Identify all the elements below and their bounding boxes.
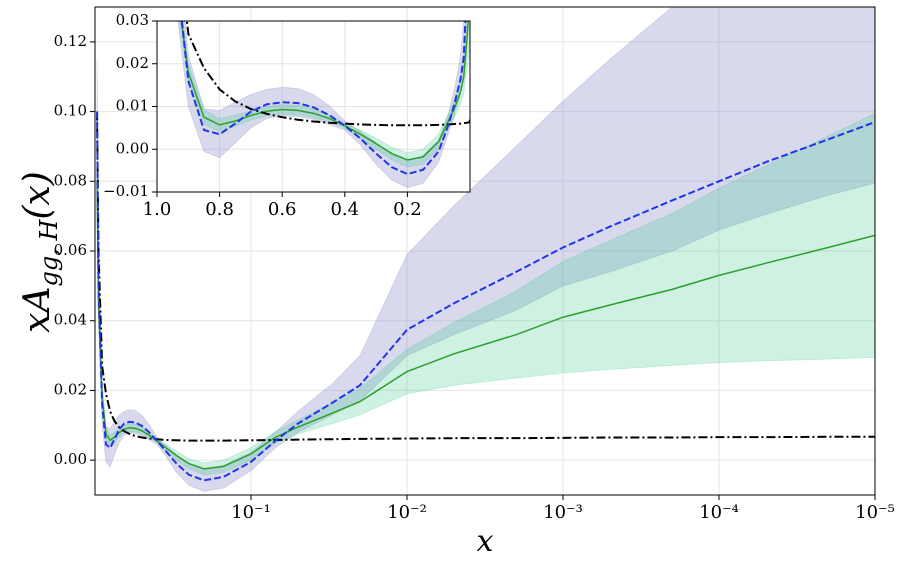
y-tick-label: 0.04 [54, 311, 87, 329]
uncertainty-band [96, 7, 875, 492]
y-tick-label: 0.06 [54, 241, 87, 259]
series-line [180, 21, 467, 176]
x-tick-label: 10⁻⁵ [855, 502, 895, 523]
series-line [96, 111, 875, 442]
y-tick-label: 0.02 [116, 54, 149, 72]
y-axis-label-sub: gg, H [35, 219, 63, 287]
plot-frame [156, 20, 471, 193]
y-tick-label: 0.10 [54, 102, 87, 120]
y-tick-label: 0.01 [116, 97, 149, 115]
x-tick-label: 0.2 [393, 199, 422, 220]
x-axis-label: x [477, 524, 494, 559]
y-axis-label-part: xA [17, 287, 58, 333]
y-axis-label-part: (x) [17, 171, 58, 219]
x-tick-label: 10⁻³ [543, 502, 583, 523]
plot-area: 0.00 0.02 0.04 0.06 0.08 0.10 0.12 10⁻¹ 10⁻² 10⁻³… [54, 6, 895, 523]
x-tick-label: 10⁻² [387, 502, 427, 523]
y-axis-label: xAgg, H(x) [17, 171, 63, 333]
x-tick-label: 1.0 [143, 199, 172, 220]
series-line [96, 111, 875, 482]
x-tick-label: 0.4 [330, 199, 359, 220]
uncertainty-band [179, 21, 470, 168]
x-tick-label: 0.8 [205, 199, 234, 220]
plot-data [96, 7, 875, 492]
x-tick-label: 10⁻¹ [231, 502, 271, 523]
x-tick-label: 10⁻⁴ [699, 502, 739, 523]
y-tick-label: −0.01 [103, 182, 149, 200]
y-tick-label: 0.08 [54, 171, 87, 189]
uncertainty-band [177, 21, 468, 189]
y-tick-label: 0.12 [54, 32, 87, 50]
y-tick-label: 0.00 [54, 450, 87, 468]
x-tick-label: 0.6 [268, 199, 297, 220]
plot-frame [94, 6, 876, 496]
plot-area: −0.01 0.00 0.01 0.02 0.03 1.0 0.8 0.6 0.4 0.2 [103, 11, 471, 220]
y-tick-label: 0.02 [54, 380, 87, 398]
y-tick-label: 0.00 [116, 139, 149, 157]
y-tick-label: 0.03 [116, 11, 149, 29]
